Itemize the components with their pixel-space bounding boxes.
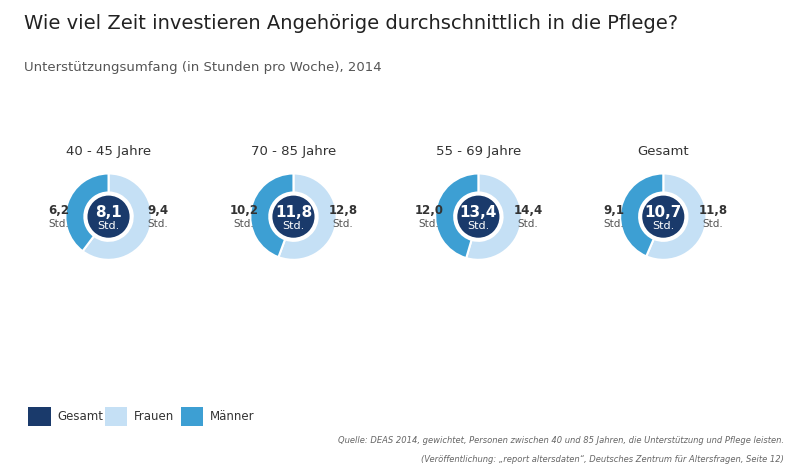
Text: Unterstützungsumfang (in Stunden pro Woche), 2014: Unterstützungsumfang (in Stunden pro Woc…	[24, 61, 381, 74]
Text: Std.: Std.	[97, 221, 120, 231]
Wedge shape	[250, 173, 293, 257]
Wedge shape	[619, 173, 662, 256]
Text: 9,1: 9,1	[602, 203, 623, 217]
Text: 6,2: 6,2	[48, 203, 69, 217]
Wedge shape	[434, 173, 478, 258]
Text: Std.: Std.	[651, 221, 674, 231]
Wedge shape	[83, 173, 152, 260]
Text: Std.: Std.	[467, 221, 489, 231]
Text: 11,8: 11,8	[275, 205, 312, 220]
Text: Std.: Std.	[332, 219, 353, 229]
Text: 12,8: 12,8	[328, 203, 357, 217]
Text: (Veröffentlichung: „report altersdaten“, Deutsches Zentrum für Altersfragen, Sei: (Veröffentlichung: „report altersdaten“,…	[421, 455, 783, 464]
Text: Std.: Std.	[282, 221, 304, 231]
Text: 10,7: 10,7	[644, 205, 681, 220]
Text: 8,1: 8,1	[95, 205, 122, 220]
Circle shape	[640, 194, 685, 239]
Text: 14,4: 14,4	[513, 203, 542, 217]
Wedge shape	[646, 173, 706, 260]
Text: 13,4: 13,4	[459, 205, 496, 220]
Text: Std.: Std.	[602, 219, 623, 229]
Circle shape	[455, 194, 500, 239]
Text: Gesamt: Gesamt	[57, 410, 103, 423]
Text: Männer: Männer	[210, 410, 255, 423]
Text: Quelle: DEAS 2014, gewichtet, Personen zwischen 40 und 85 Jahren, die Unterstütz: Quelle: DEAS 2014, gewichtet, Personen z…	[337, 436, 783, 445]
Text: 55 - 69 Jahre: 55 - 69 Jahre	[435, 145, 520, 158]
Text: 9,4: 9,4	[148, 203, 169, 217]
Wedge shape	[65, 173, 108, 251]
Wedge shape	[466, 173, 521, 260]
Text: Std.: Std.	[48, 219, 69, 229]
Wedge shape	[278, 173, 336, 260]
Text: Std.: Std.	[418, 219, 438, 229]
Text: 70 - 85 Jahre: 70 - 85 Jahre	[251, 145, 336, 158]
Circle shape	[86, 194, 131, 239]
Text: Std.: Std.	[233, 219, 254, 229]
Text: 10,2: 10,2	[229, 203, 258, 217]
Text: Gesamt: Gesamt	[637, 145, 688, 158]
Text: 12,0: 12,0	[414, 203, 442, 217]
Text: 40 - 45 Jahre: 40 - 45 Jahre	[66, 145, 151, 158]
Text: Std.: Std.	[517, 219, 538, 229]
Text: Std.: Std.	[148, 219, 169, 229]
Text: Frauen: Frauen	[133, 410, 173, 423]
Text: 11,8: 11,8	[698, 203, 727, 217]
Text: Wie viel Zeit investieren Angehörige durchschnittlich in die Pflege?: Wie viel Zeit investieren Angehörige dur…	[24, 14, 678, 33]
Circle shape	[271, 194, 316, 239]
Text: Std.: Std.	[702, 219, 723, 229]
